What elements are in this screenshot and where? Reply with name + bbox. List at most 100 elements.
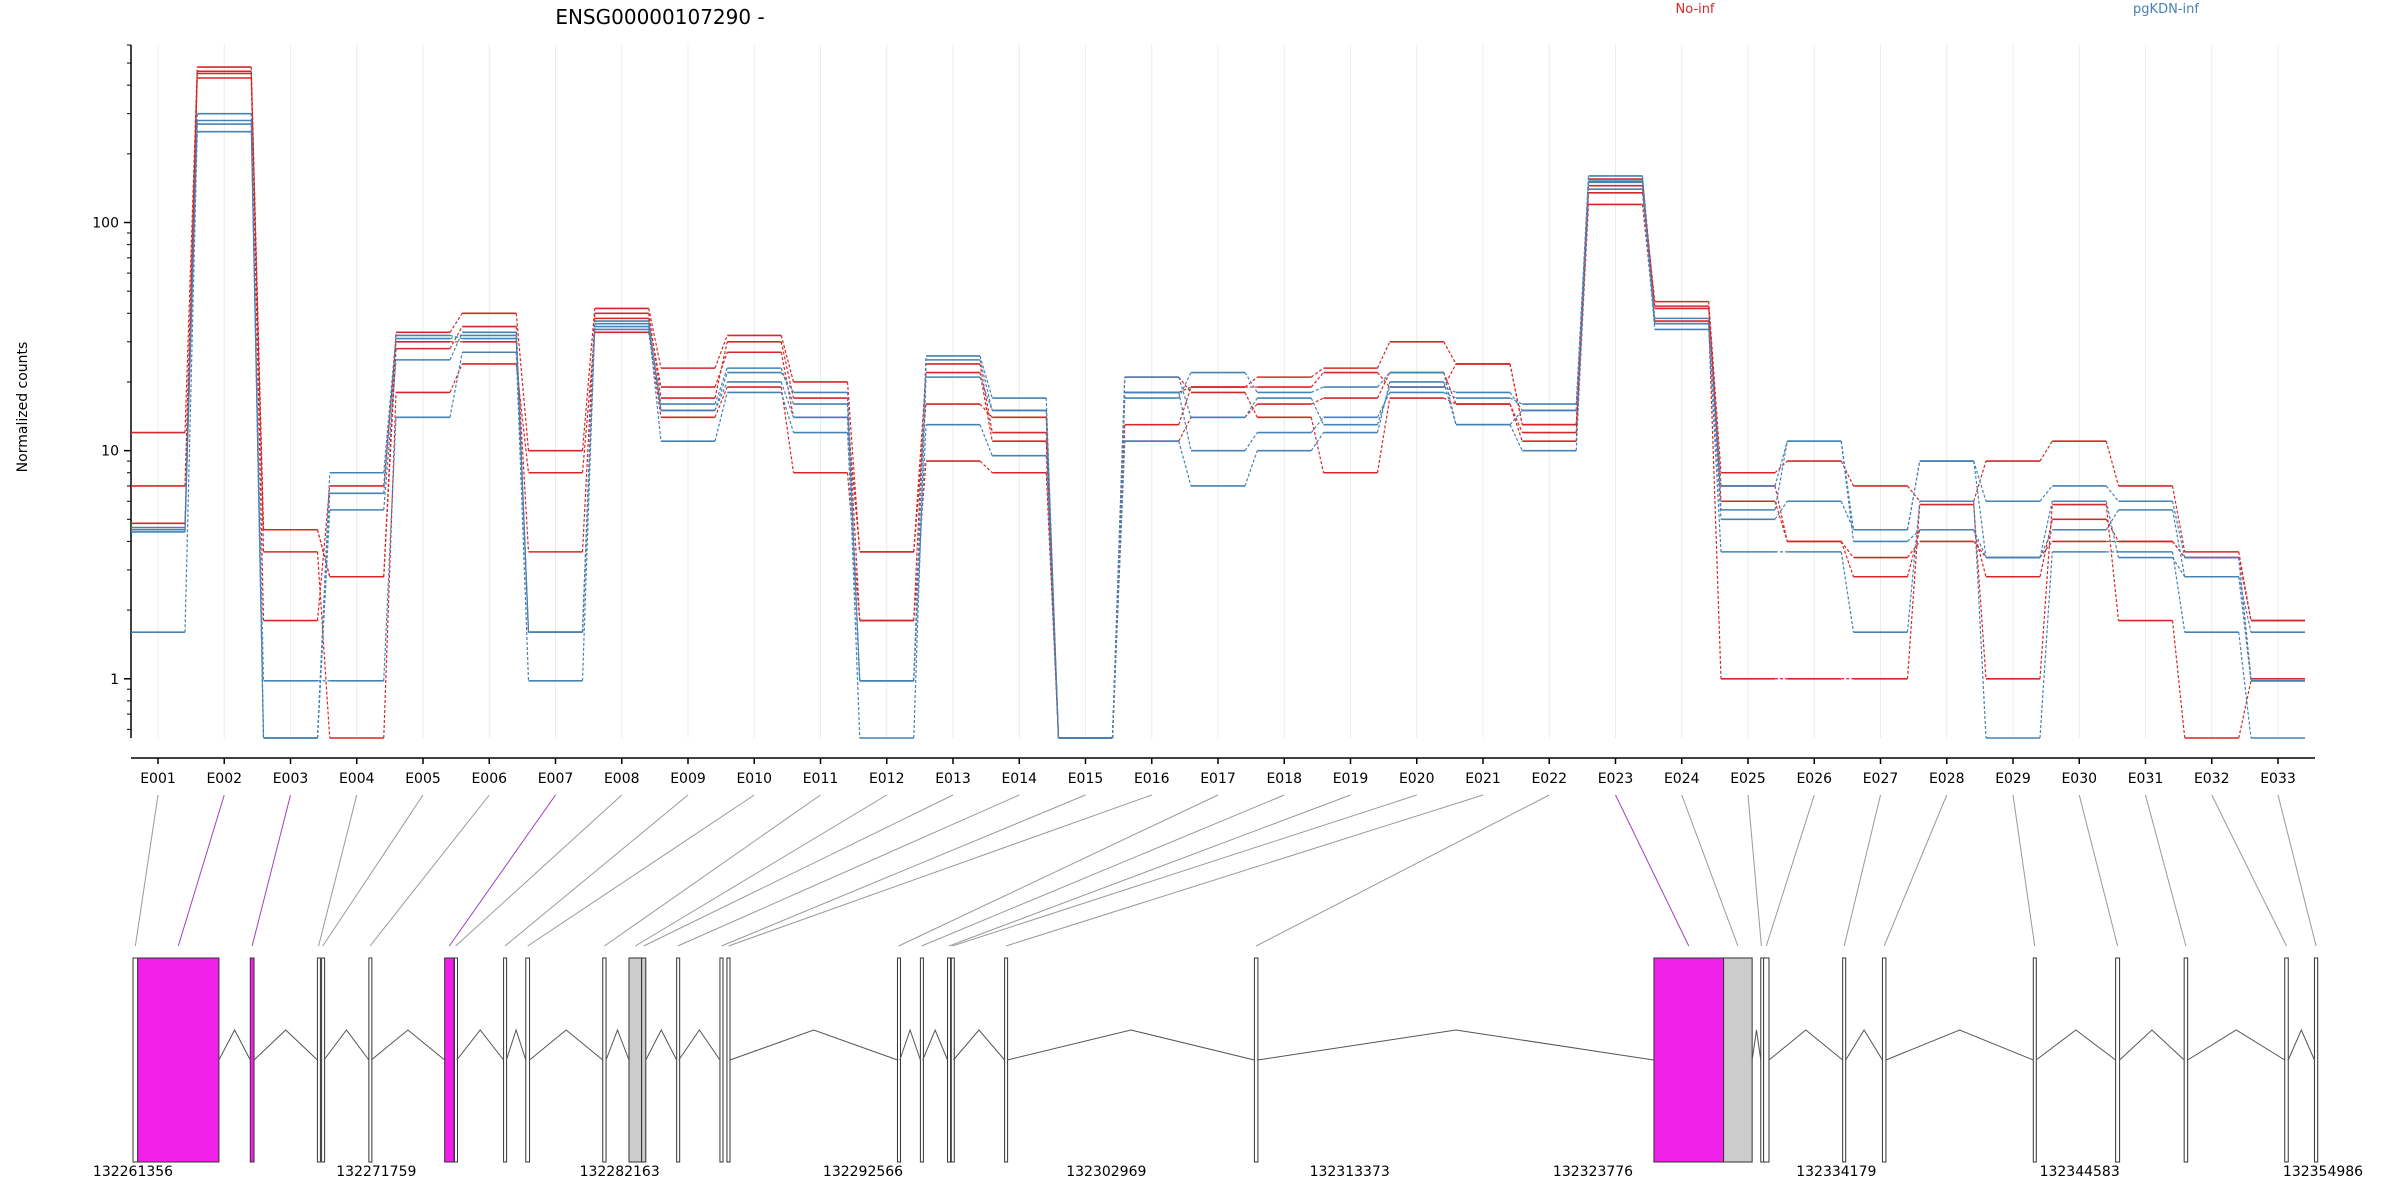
series-connector [1840, 551, 1855, 633]
series-connector [1377, 372, 1391, 388]
series-connector [2172, 541, 2186, 558]
series-connector [714, 392, 728, 442]
x-tick-label: E002 [206, 771, 242, 787]
series-connector [1973, 460, 1987, 502]
x-tick-label: E024 [1664, 771, 1700, 787]
intron-line [218, 1028, 251, 1061]
series-connector [2105, 501, 2120, 558]
series-connector [1641, 179, 1656, 307]
series-connector [780, 367, 795, 405]
series-connector [250, 71, 265, 530]
exon-box-e003 [249, 957, 255, 1163]
series-connector [1111, 441, 1126, 739]
series-connector [1443, 363, 1457, 388]
intron-line [605, 1028, 630, 1061]
series-connector [2238, 576, 2252, 633]
series-connector [1840, 541, 1855, 577]
series-connector [449, 352, 463, 418]
x-tick-label: E020 [1399, 771, 1435, 787]
x-tick-label: E012 [869, 771, 905, 787]
series-connector [1178, 376, 1192, 418]
series-connector [714, 341, 728, 399]
series-connector [714, 381, 728, 411]
series-connector [2039, 551, 2053, 739]
exon-connector [251, 794, 291, 947]
series-connector [1244, 450, 1258, 487]
series-connector [979, 460, 993, 474]
exon-connectors [134, 794, 2317, 947]
coordinate-tick-label: 132292566 [823, 1164, 903, 1180]
y-tick-label: 10 [101, 444, 119, 460]
series-connector [383, 348, 397, 577]
series-connector [1973, 541, 1987, 558]
series-connector [316, 551, 331, 739]
x-tick-label: E031 [2128, 771, 2164, 787]
x-tick-label: E032 [2194, 771, 2230, 787]
series-connector [1708, 318, 1722, 510]
series-connector [383, 359, 397, 510]
series-connector [1443, 341, 1457, 365]
series-connector [581, 318, 596, 552]
series-connector [316, 509, 331, 739]
series-connector [1575, 179, 1590, 425]
x-tick-label: E022 [1531, 771, 1567, 787]
series-connector [1906, 504, 1921, 679]
series-connector [1376, 381, 1391, 433]
exon-connector [1883, 794, 1948, 947]
series-connector [1310, 397, 1325, 425]
chart-title: ENSG00000107290 - [555, 5, 764, 29]
series-connector [1575, 181, 1590, 411]
exon-box-e001 [132, 957, 139, 1163]
series-connector [979, 363, 993, 433]
exon-box-e023 [1653, 957, 1725, 1163]
intron-line [1007, 1029, 1255, 1061]
x-tick-label: E030 [2061, 771, 2097, 787]
series-connector [2171, 501, 2186, 558]
series-connector [1310, 367, 1324, 378]
series-connector [1641, 185, 1656, 302]
series-connector [780, 372, 795, 393]
y-axis-label: Normalized counts [15, 342, 31, 473]
exon-connector [134, 794, 159, 947]
series-connector [648, 332, 662, 418]
grid [157, 45, 2279, 738]
series-connector [648, 320, 662, 411]
series-connector [1377, 372, 1391, 388]
exon-connector [2277, 794, 2317, 947]
intron-line [529, 1029, 604, 1061]
exon-connector [1747, 794, 1762, 947]
exon-connector [898, 794, 1219, 947]
x-tick-label: E023 [1598, 771, 1634, 787]
series-connector [1906, 529, 1921, 577]
exon-box-e015 [719, 957, 724, 1163]
series-connector [2105, 485, 2119, 502]
y-tick-label: 1 [110, 672, 119, 688]
intron-line [1845, 1029, 1883, 1061]
series-connector [780, 386, 795, 473]
exon-box-e012 [628, 957, 643, 1163]
series-connector [1443, 372, 1457, 405]
exon-connector [448, 794, 556, 947]
exon-connector [318, 794, 358, 947]
series-connector [1244, 397, 1258, 418]
series-connector [913, 461, 927, 621]
series-connector [1973, 529, 1987, 577]
coordinate-tick-label: 132313373 [1310, 1164, 1390, 1180]
series-connector [846, 398, 861, 621]
series-connector [648, 326, 662, 442]
coordinate-tick-label: 132271759 [336, 1164, 416, 1180]
series-connector [1178, 376, 1192, 393]
series-connector [780, 341, 795, 399]
series-connector [846, 381, 861, 552]
series-connector [648, 313, 662, 399]
series-connector [1774, 441, 1788, 510]
x-tick-label: E006 [471, 771, 507, 787]
series-connector [913, 377, 927, 739]
series-connector [250, 120, 265, 739]
series-connector [2105, 504, 2120, 621]
intron-line [370, 1029, 445, 1061]
legend-label-no-inf: No-inf [1675, 2, 1714, 17]
series-connector [1840, 441, 1855, 542]
series-connector [1178, 386, 1192, 425]
intron-line [952, 1029, 1005, 1061]
